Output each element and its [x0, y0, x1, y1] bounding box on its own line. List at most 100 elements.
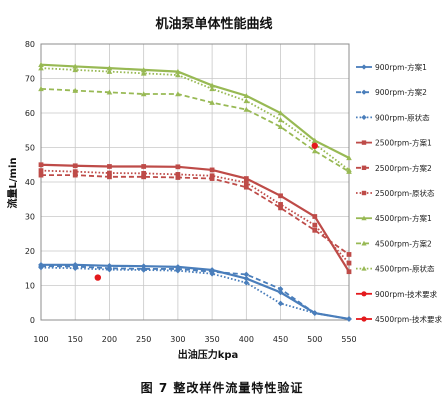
y-tick-label: 70	[25, 75, 35, 84]
y-tick-label: 0	[30, 316, 35, 325]
data-point	[175, 172, 181, 177]
series-8	[38, 65, 352, 173]
legend-swatch-marker	[361, 240, 367, 246]
plot-frame	[40, 43, 350, 321]
data-point	[140, 267, 147, 273]
legend-item: 4500rpm-技术要求	[356, 314, 442, 324]
data-point	[243, 184, 249, 190]
legend-item: 900rpm-方案2	[356, 87, 427, 97]
y-axis-label: 流量L/min	[6, 158, 19, 209]
data-point	[107, 170, 112, 176]
series-10	[311, 142, 318, 149]
legend: 900rpm-方案1 900rpm-方案2 900rpm-原状态 2500rpm-方案…	[356, 62, 442, 324]
data-point	[312, 214, 318, 219]
legend-swatch-marker	[361, 89, 367, 95]
data-point	[277, 124, 284, 130]
x-tick-label: 300	[170, 335, 185, 344]
series-line	[40, 63, 350, 159]
series-6	[38, 61, 352, 161]
data-point	[346, 252, 352, 257]
data-point	[312, 227, 318, 233]
data-point	[243, 180, 249, 186]
legend-item: 900rpm-技术要求	[356, 289, 438, 299]
figure-caption: 图 7 整改样件流量特性验证	[141, 380, 304, 395]
data-point	[277, 289, 284, 296]
data-point	[141, 170, 147, 176]
data-point	[277, 110, 284, 116]
x-tick-label: 450	[273, 335, 288, 344]
data-point	[38, 86, 44, 92]
data-point	[72, 67, 79, 73]
data-point	[312, 222, 318, 228]
y-tick-label: 30	[25, 213, 35, 222]
legend-swatch-marker	[361, 266, 367, 271]
legend-swatch-marker	[361, 165, 367, 171]
data-point	[277, 286, 284, 292]
x-tick-label: 150	[68, 335, 83, 344]
data-point	[277, 300, 284, 307]
data-point	[106, 89, 113, 95]
legend-swatch-marker	[361, 316, 367, 322]
legend-label: 900rpm-技术要求	[375, 289, 438, 299]
data-point	[38, 61, 44, 67]
legend-item: 900rpm-方案1	[356, 62, 427, 72]
chart-title: 机油泵单体性能曲线	[155, 16, 272, 32]
legend-item: 4500rpm-方案1	[356, 213, 432, 223]
data-point	[106, 65, 113, 71]
data-point	[243, 92, 250, 98]
data-point	[107, 164, 112, 169]
legend-item: 2500rpm-方案2	[356, 163, 432, 173]
data-point	[175, 164, 181, 170]
legend-label: 900rpm-方案2	[375, 87, 427, 97]
legend-label: 900rpm-方案1	[375, 62, 427, 72]
y-tick-label: 20	[25, 247, 35, 256]
legend-label: 4500rpm-方案2	[375, 238, 432, 248]
x-tick-label: 550	[341, 335, 356, 344]
data-point	[140, 91, 147, 97]
data-point	[38, 168, 44, 173]
data-point	[243, 176, 249, 181]
legend-label: 4500rpm-技术要求	[375, 314, 442, 324]
data-point	[278, 193, 283, 199]
legend-swatch-marker	[361, 114, 367, 120]
data-point	[141, 174, 147, 180]
data-point	[346, 167, 352, 173]
series-2	[38, 264, 352, 322]
series-1	[38, 263, 352, 322]
series-line	[41, 174, 350, 256]
data-point	[278, 205, 283, 211]
data-point	[311, 137, 318, 143]
x-tick-label: 350	[204, 335, 219, 344]
x-tick-label: 100	[33, 335, 48, 344]
data-point	[140, 70, 147, 76]
data-point	[243, 271, 250, 278]
series-line	[40, 163, 350, 273]
data-point	[38, 264, 44, 271]
data-point	[243, 279, 250, 286]
legend-swatch-marker	[361, 215, 367, 221]
legend-item: 2500rpm-方案1	[356, 138, 432, 148]
data-point	[209, 173, 215, 179]
data-point	[175, 267, 181, 274]
grid	[40, 43, 350, 321]
legend-label: 2500rpm-原状态	[375, 188, 435, 198]
legend-item: 4500rpm-原状态	[356, 264, 435, 274]
data-point	[209, 82, 215, 88]
data-point	[209, 270, 215, 277]
series-9	[94, 274, 102, 281]
legend-label: 2500rpm-方案1	[375, 138, 432, 148]
data-point	[106, 68, 113, 74]
series-line	[40, 266, 350, 320]
data-point	[243, 98, 250, 104]
legend-label: 4500rpm-原状态	[375, 264, 435, 274]
data-point	[346, 155, 352, 161]
y-tick-label: 40	[25, 178, 35, 187]
series-3	[38, 162, 352, 275]
data-point	[311, 148, 318, 154]
data-point	[346, 316, 352, 322]
legend-label: 2500rpm-方案2	[375, 163, 432, 173]
y-tick-label: 60	[25, 109, 35, 118]
data-point	[141, 164, 147, 169]
axes: 0 10 20 30 40 50 60 70 80 100 150 200 250 300 350 400 45…	[25, 40, 357, 344]
